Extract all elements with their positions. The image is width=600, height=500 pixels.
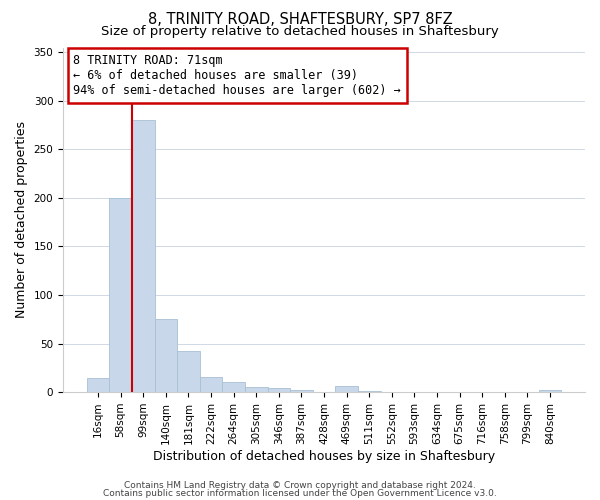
Y-axis label: Number of detached properties: Number of detached properties	[15, 122, 28, 318]
Bar	[335, 386, 358, 392]
Bar	[245, 387, 268, 392]
Bar	[87, 378, 109, 392]
Bar	[132, 120, 155, 392]
Text: 8, TRINITY ROAD, SHAFTESBURY, SP7 8FZ: 8, TRINITY ROAD, SHAFTESBURY, SP7 8FZ	[148, 12, 452, 28]
Bar	[268, 388, 290, 392]
X-axis label: Distribution of detached houses by size in Shaftesbury: Distribution of detached houses by size …	[153, 450, 495, 462]
Bar	[109, 198, 132, 392]
Text: Size of property relative to detached houses in Shaftesbury: Size of property relative to detached ho…	[101, 25, 499, 38]
Text: Contains public sector information licensed under the Open Government Licence v3: Contains public sector information licen…	[103, 488, 497, 498]
Text: Contains HM Land Registry data © Crown copyright and database right 2024.: Contains HM Land Registry data © Crown c…	[124, 481, 476, 490]
Bar	[223, 382, 245, 392]
Bar	[155, 320, 177, 392]
Bar	[177, 352, 200, 392]
Bar	[539, 390, 561, 392]
Text: 8 TRINITY ROAD: 71sqm
← 6% of detached houses are smaller (39)
94% of semi-detac: 8 TRINITY ROAD: 71sqm ← 6% of detached h…	[73, 54, 401, 98]
Bar	[358, 391, 380, 392]
Bar	[200, 376, 223, 392]
Bar	[290, 390, 313, 392]
